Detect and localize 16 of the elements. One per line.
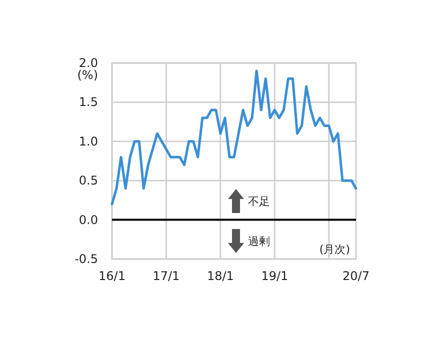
y-tick-label: 0.0 — [78, 212, 98, 227]
x-tick-label: 16/1 — [98, 269, 126, 283]
y-tick-label: 2.0 — [78, 56, 98, 70]
y-tick-label: 1.5 — [78, 95, 98, 110]
x-tick-label: 20/7 — [342, 269, 370, 283]
annotation: (月次) — [319, 243, 350, 256]
annotation: 不足 — [248, 195, 270, 208]
y-tick-label: 0.5 — [78, 174, 98, 188]
x-tick-label: 17/1 — [152, 269, 180, 283]
x-tick-label: 18/1 — [206, 269, 234, 283]
y-tick-label: 1.0 — [78, 134, 98, 148]
line-series — [110, 70, 358, 206]
y-tick-label: -0.5 — [74, 252, 98, 266]
annotation: 過剰 — [248, 235, 270, 248]
y-axis-title: (%) — [77, 68, 98, 82]
x-tick-label: 19/1 — [261, 269, 288, 283]
